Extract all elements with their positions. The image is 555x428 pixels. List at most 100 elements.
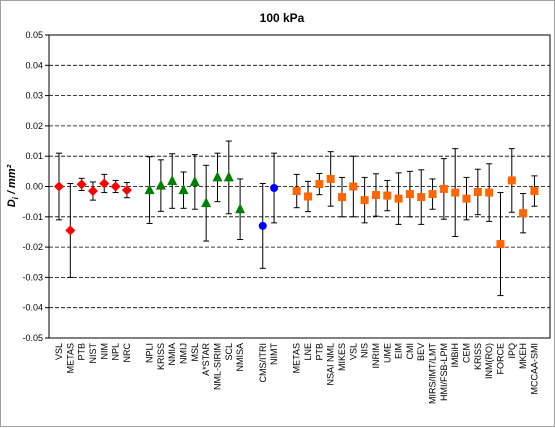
data-point-triangle: [189, 175, 200, 186]
x-category-label: VSL: [54, 343, 64, 360]
x-category-label: NIST: [88, 343, 98, 364]
gridlines: [49, 64, 550, 309]
data-point-triangle: [167, 175, 178, 186]
y-tick-label: -0.03: [22, 272, 43, 282]
x-category-label: CMI: [405, 343, 415, 360]
y-tick-label: 0.03: [25, 91, 43, 101]
x-category-label: NMIJ: [179, 343, 189, 364]
x-category-label: INM(RO): [484, 343, 494, 379]
data-point-diamond: [110, 181, 121, 192]
data-point-diamond: [54, 181, 64, 192]
data-point-triangle: [178, 184, 189, 195]
error-bars: [56, 140, 538, 297]
x-category-label: INRIM: [371, 343, 381, 369]
data-point-triangle: [223, 171, 234, 182]
x-category-label: NIMT: [269, 343, 279, 365]
data-point-square: [326, 174, 335, 183]
x-category-label: SCL: [224, 343, 234, 361]
x-category-label: MIKES: [337, 343, 347, 371]
data-point-square: [519, 209, 528, 218]
data-point-circle: [270, 184, 279, 193]
data-point-square: [530, 187, 539, 196]
data-point-square: [371, 190, 380, 199]
data-point-square: [315, 180, 324, 189]
x-category-label: LNE: [303, 343, 313, 361]
chart-title: 100 kPa: [260, 11, 305, 25]
y-tick-label: -0.01: [22, 212, 43, 222]
x-category-label: VSL: [348, 343, 358, 360]
x-category-label: NML-SIRIM: [212, 343, 222, 390]
data-point-diamond: [76, 179, 87, 190]
x-category-label: MKEH: [518, 343, 528, 369]
data-point-triangle: [155, 179, 166, 190]
y-tick-label: 0.02: [25, 121, 43, 131]
data-point-square: [405, 190, 414, 199]
data-point-square: [451, 188, 460, 197]
x-category-label: PTB: [314, 343, 324, 361]
data-point-diamond: [65, 225, 76, 236]
data-point-triangle: [201, 197, 212, 208]
y-tick-label: 0.00: [25, 182, 43, 192]
data-point-square: [394, 194, 403, 203]
x-category-label: CEM: [462, 343, 472, 363]
x-category-label: NPL: [111, 343, 121, 361]
x-category-label: KRISS: [156, 343, 166, 370]
x-category-label: MIRS/IMT/LMT: [428, 343, 438, 404]
y-tick-label: 0.05: [25, 30, 43, 40]
y-tick-label: 0.01: [25, 151, 43, 161]
x-category-label: METAS: [292, 343, 302, 373]
data-point-square: [349, 182, 358, 191]
data-point-square: [496, 240, 505, 249]
x-category-label: EIM: [394, 343, 404, 359]
x-category-label: NPLI: [145, 343, 155, 363]
y-tick-label: -0.02: [22, 242, 43, 252]
y-tick-label: -0.05: [22, 333, 43, 343]
x-category-label: MSL: [190, 343, 200, 362]
data-point-square: [292, 187, 301, 196]
data-point-diamond: [99, 178, 110, 189]
x-category-label: PTB: [77, 343, 87, 361]
data-point-triangle: [144, 184, 155, 195]
y-axis: 0.05 0.04 0.03 0.02 0.01 0.00 -0.01 -0.02 -0.03 -…: [22, 30, 49, 343]
x-category-label: NIS: [360, 343, 370, 358]
x-category-label: HMI/FSB-LPM: [439, 343, 449, 401]
data-point-square: [383, 191, 392, 200]
data-point-diamond: [121, 185, 132, 196]
x-category-label: UME: [382, 343, 392, 363]
x-category-label: IPQ: [507, 343, 517, 359]
x-category-label: NMISA: [235, 343, 245, 372]
x-category-label: KRISS: [473, 343, 483, 370]
y-tick-label: 0.04: [25, 60, 43, 70]
x-category-label: MCCAA-SMI: [529, 343, 539, 395]
data-point-diamond: [87, 186, 98, 197]
y-tick-label: -0.04: [22, 303, 43, 313]
data-point-square: [428, 190, 437, 199]
y-axis-label-sub: i: [11, 196, 20, 199]
x-category-label: A*STAR: [201, 343, 211, 376]
y-axis-label: Di / mm²: [6, 164, 20, 207]
y-axis-label-main: D: [6, 199, 18, 207]
data-point-square: [473, 187, 482, 196]
data-point-square: [439, 184, 448, 193]
x-category-label: METAS: [65, 343, 75, 373]
x-category-label: IMBiH: [450, 343, 460, 368]
data-point-square: [304, 192, 313, 201]
data-point-square: [507, 176, 516, 185]
data-point-triangle: [212, 171, 223, 182]
x-category-label: NSAI NML: [326, 343, 336, 386]
data-point-triangle: [235, 203, 246, 214]
data-markers: [54, 171, 539, 249]
data-point-square: [338, 193, 346, 202]
x-category-label: NRC: [122, 343, 132, 363]
x-category-label: NMIA: [167, 343, 177, 366]
x-category-label: CMS/ITRI: [258, 343, 268, 383]
data-point-square: [462, 194, 471, 203]
x-category-label: FORCE: [495, 343, 505, 375]
data-point-square: [360, 196, 369, 205]
data-point-square: [485, 188, 494, 197]
x-category-label: BEV: [416, 343, 426, 361]
x-axis-labels: VSL METAS PTB NIST NIM NPL NRC NPLI KRISS NMIA NMI…: [54, 343, 539, 404]
y-axis-label-unit: / mm²: [6, 164, 18, 197]
